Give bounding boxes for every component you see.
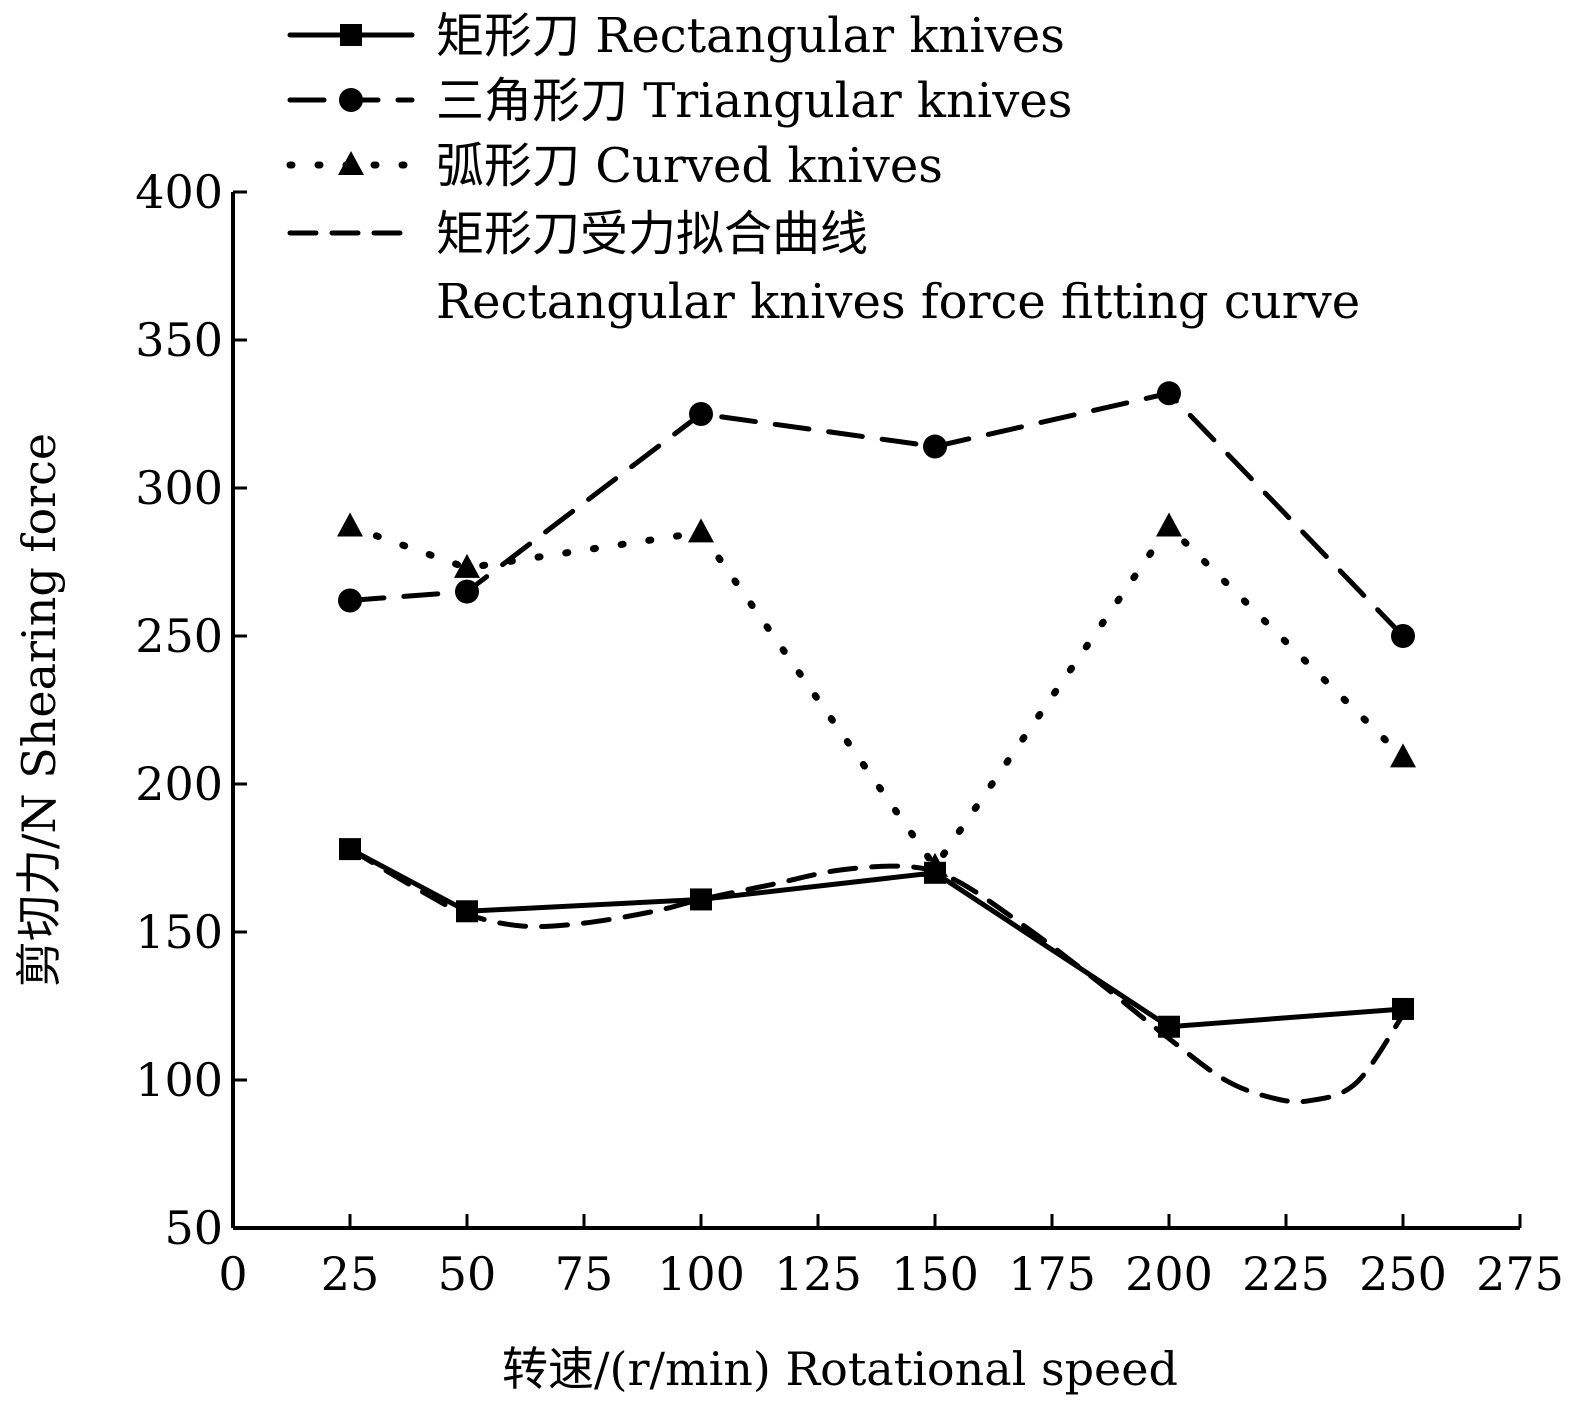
legend-label: 弧形刀 Curved knives bbox=[436, 138, 943, 194]
data-point bbox=[339, 838, 361, 861]
legend-item: 弧形刀 Curved knives bbox=[286, 138, 943, 194]
series-line bbox=[347, 846, 1406, 1105]
legend-marker bbox=[338, 151, 364, 175]
series-2 bbox=[337, 512, 1416, 877]
series-0 bbox=[339, 838, 1414, 1038]
legend-marker bbox=[339, 88, 363, 112]
legend-marker bbox=[340, 24, 362, 46]
y-axis-label: 剪切力/N Shearing force bbox=[12, 433, 66, 987]
data-point bbox=[1391, 624, 1415, 648]
y-tick-label: 250 bbox=[135, 609, 223, 663]
data-point bbox=[1157, 381, 1181, 406]
x-tick-label: 225 bbox=[1242, 1247, 1330, 1301]
x-tick-label: 200 bbox=[1125, 1247, 1213, 1301]
legend-label-line2: Rectangular knives force fitting curve bbox=[436, 274, 1360, 330]
data-point bbox=[690, 888, 712, 911]
series-group bbox=[337, 381, 1416, 1105]
x-tick-label: 25 bbox=[321, 1247, 380, 1301]
x-tick-label: 150 bbox=[891, 1247, 979, 1301]
y-tick-label: 350 bbox=[135, 313, 223, 367]
data-point bbox=[1156, 512, 1182, 537]
data-point bbox=[689, 402, 713, 426]
data-point bbox=[923, 434, 947, 459]
data-point bbox=[688, 518, 714, 543]
data-point bbox=[455, 579, 479, 604]
data-point bbox=[456, 900, 478, 923]
x-tick-label: 175 bbox=[1008, 1247, 1096, 1301]
series-line bbox=[347, 846, 1406, 1030]
series-3 bbox=[347, 846, 1406, 1105]
y-tick-label: 150 bbox=[135, 905, 223, 959]
series-1 bbox=[338, 381, 1415, 648]
x-tick-label: 275 bbox=[1476, 1247, 1564, 1301]
x-tick-label: 75 bbox=[555, 1247, 614, 1301]
data-point bbox=[1390, 743, 1416, 768]
data-point bbox=[337, 512, 363, 537]
legend-label: 矩形刀 Rectangular knives bbox=[436, 8, 1065, 64]
legend-label: 三角形刀 Triangular knives bbox=[436, 73, 1072, 129]
y-tick-label: 50 bbox=[164, 1201, 223, 1255]
series-line bbox=[347, 390, 1406, 639]
x-tick-label: 50 bbox=[438, 1247, 497, 1301]
y-tick-label: 100 bbox=[135, 1053, 223, 1107]
x-tick-label: 0 bbox=[218, 1247, 247, 1301]
data-point bbox=[1158, 1015, 1180, 1038]
x-tick-label: 125 bbox=[774, 1247, 862, 1301]
legend: 矩形刀 Rectangular knives 三角形刀 Triangular kn… bbox=[286, 8, 1360, 330]
x-axis-label: 转速/(r/min) Rotational speed bbox=[502, 1342, 1178, 1396]
legend-item: 矩形刀 Rectangular knives bbox=[287, 8, 1065, 64]
x-tick-label: 100 bbox=[657, 1247, 745, 1301]
legend-item: 三角形刀 Triangular knives bbox=[287, 73, 1072, 129]
x-tick-label: 250 bbox=[1359, 1247, 1447, 1301]
legend-item: 矩形刀受力拟合曲线 Rectangular knives force fittin… bbox=[287, 206, 1360, 330]
data-point bbox=[454, 553, 480, 578]
y-tick-label: 300 bbox=[135, 461, 223, 515]
data-point bbox=[924, 861, 946, 884]
y-tick-label: 200 bbox=[135, 757, 223, 811]
legend-label: 矩形刀受力拟合曲线 bbox=[436, 206, 868, 262]
series-line bbox=[346, 521, 1407, 874]
data-point bbox=[338, 588, 362, 613]
axes: 0 25 50 75 100 125 150 175 200 225 250 275 50 100 150 2… bbox=[135, 165, 1564, 1301]
y-tick-label: 400 bbox=[135, 165, 223, 219]
data-point bbox=[1392, 997, 1414, 1020]
